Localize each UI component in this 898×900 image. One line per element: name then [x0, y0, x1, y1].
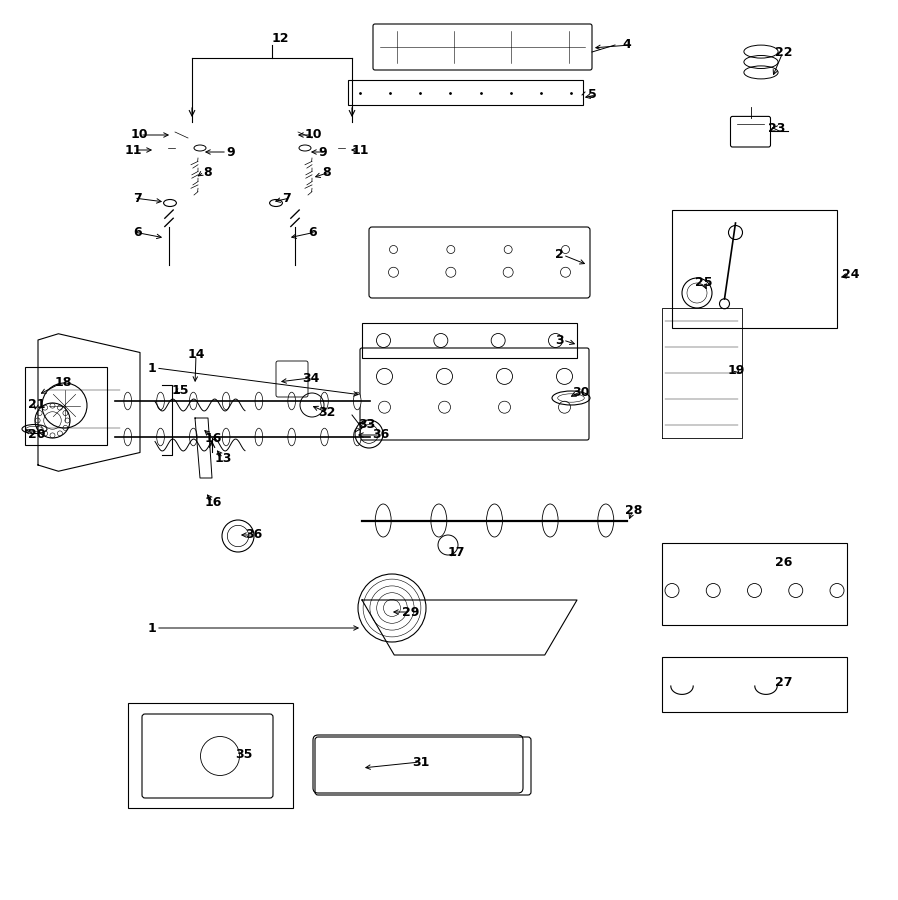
Text: 1: 1: [148, 362, 157, 374]
Text: 7: 7: [133, 192, 142, 204]
Bar: [662, 657, 847, 712]
Text: 36: 36: [372, 428, 389, 442]
Ellipse shape: [321, 392, 329, 410]
Ellipse shape: [223, 392, 230, 410]
Text: 7: 7: [282, 192, 291, 204]
Text: 16: 16: [205, 431, 223, 445]
Ellipse shape: [598, 504, 613, 537]
Ellipse shape: [255, 392, 263, 410]
Bar: [128, 703, 293, 808]
Text: 16: 16: [205, 496, 223, 508]
Text: 22: 22: [775, 46, 793, 58]
Text: 28: 28: [625, 503, 642, 517]
Ellipse shape: [354, 392, 361, 410]
Text: 27: 27: [775, 676, 793, 688]
Text: 8: 8: [322, 166, 330, 178]
Text: 3: 3: [555, 334, 564, 346]
Text: 21: 21: [28, 399, 46, 411]
Ellipse shape: [124, 392, 132, 410]
Ellipse shape: [375, 504, 392, 537]
Text: 26: 26: [775, 555, 792, 569]
Text: 24: 24: [842, 268, 859, 282]
Text: 10: 10: [130, 129, 148, 141]
Text: 5: 5: [588, 88, 597, 102]
Text: 25: 25: [695, 275, 712, 289]
Text: 23: 23: [768, 122, 786, 134]
Ellipse shape: [157, 428, 164, 446]
Text: 34: 34: [302, 372, 320, 384]
Bar: [362, 323, 577, 358]
Text: 10: 10: [305, 129, 322, 141]
Text: 33: 33: [358, 418, 375, 431]
Text: 29: 29: [402, 606, 419, 618]
Text: 8: 8: [203, 166, 212, 178]
Ellipse shape: [157, 392, 164, 410]
Text: 31: 31: [412, 755, 429, 769]
Text: 4: 4: [622, 39, 630, 51]
Text: 20: 20: [28, 428, 46, 442]
Text: 32: 32: [318, 406, 335, 419]
Bar: [348, 80, 583, 105]
Text: 12: 12: [272, 32, 289, 44]
Ellipse shape: [542, 504, 558, 537]
Text: 15: 15: [172, 383, 189, 397]
Ellipse shape: [189, 392, 198, 410]
Text: 17: 17: [448, 545, 465, 559]
Text: 6: 6: [308, 226, 317, 239]
Ellipse shape: [431, 504, 447, 537]
Text: 9: 9: [226, 146, 235, 158]
Text: 2: 2: [555, 248, 564, 262]
Ellipse shape: [321, 428, 329, 446]
Ellipse shape: [189, 428, 198, 446]
Text: 30: 30: [572, 385, 589, 399]
Text: 19: 19: [728, 364, 745, 376]
Bar: [25, 367, 107, 445]
Text: 9: 9: [318, 146, 327, 158]
Ellipse shape: [255, 428, 263, 446]
Text: 13: 13: [215, 452, 233, 464]
Ellipse shape: [288, 392, 295, 410]
Text: 11: 11: [352, 143, 369, 157]
Text: 18: 18: [55, 375, 73, 389]
Ellipse shape: [223, 428, 230, 446]
Ellipse shape: [288, 428, 295, 446]
Ellipse shape: [487, 504, 503, 537]
Ellipse shape: [124, 428, 132, 446]
Text: 14: 14: [188, 348, 206, 362]
Text: 35: 35: [235, 749, 252, 761]
Text: 6: 6: [134, 226, 142, 239]
Text: 11: 11: [125, 143, 142, 157]
Bar: [672, 210, 837, 328]
Text: 1: 1: [148, 622, 157, 634]
Bar: [662, 543, 847, 625]
Ellipse shape: [354, 428, 361, 446]
Text: 36: 36: [245, 528, 262, 542]
